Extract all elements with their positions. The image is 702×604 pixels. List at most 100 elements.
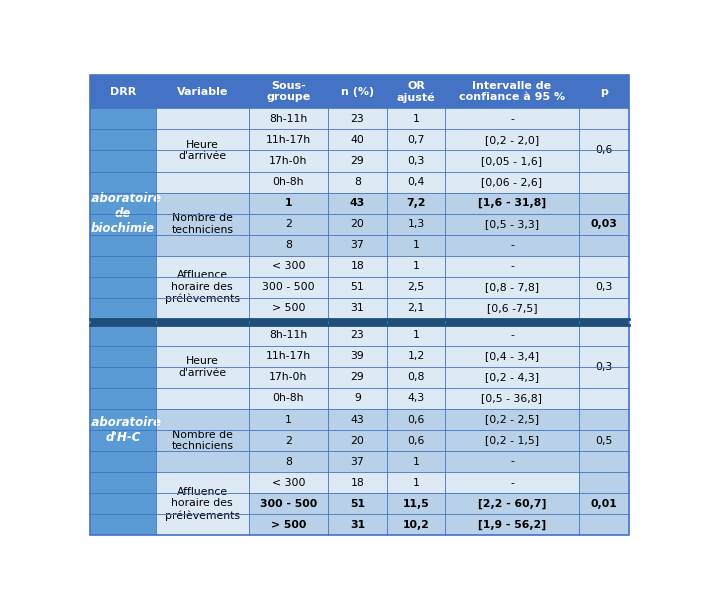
Bar xyxy=(387,150,445,172)
Bar xyxy=(249,346,328,367)
Bar xyxy=(328,409,387,430)
Bar xyxy=(249,255,328,277)
Text: 7,2: 7,2 xyxy=(406,198,425,208)
Bar xyxy=(445,150,578,172)
Bar xyxy=(328,346,387,367)
Bar xyxy=(249,214,328,235)
Bar xyxy=(328,235,387,255)
Bar xyxy=(328,75,387,108)
Text: 20: 20 xyxy=(350,435,364,446)
Text: 23: 23 xyxy=(350,114,364,124)
Bar xyxy=(328,214,387,235)
Text: -: - xyxy=(510,457,514,466)
Bar xyxy=(445,472,578,493)
Bar xyxy=(445,193,578,214)
Bar xyxy=(387,409,445,430)
Text: 39: 39 xyxy=(350,352,364,361)
Bar xyxy=(445,367,578,388)
Bar xyxy=(387,235,445,255)
Text: 0,03: 0,03 xyxy=(590,219,617,229)
Bar xyxy=(249,277,328,298)
Bar xyxy=(328,493,387,514)
Bar xyxy=(387,367,445,388)
Bar xyxy=(387,430,445,451)
Bar xyxy=(328,514,387,535)
Text: 31: 31 xyxy=(350,303,364,313)
Text: 23: 23 xyxy=(350,330,364,340)
Bar xyxy=(387,129,445,150)
Text: 1: 1 xyxy=(413,261,419,271)
Text: 51: 51 xyxy=(350,499,365,509)
Text: 0,3: 0,3 xyxy=(595,362,613,372)
Text: 1: 1 xyxy=(413,478,419,487)
Bar xyxy=(249,75,328,108)
Bar xyxy=(249,150,328,172)
Bar xyxy=(156,472,249,535)
Text: Heure
d'arrivée: Heure d'arrivée xyxy=(178,356,226,378)
Bar xyxy=(156,255,249,319)
Bar xyxy=(328,172,387,193)
Text: 8h-11h: 8h-11h xyxy=(270,114,307,124)
Text: p: p xyxy=(600,86,608,97)
Bar xyxy=(156,75,249,108)
Text: 17h-0h: 17h-0h xyxy=(270,373,307,382)
Bar xyxy=(445,255,578,277)
Bar xyxy=(445,409,578,430)
Bar xyxy=(328,367,387,388)
Bar xyxy=(249,367,328,388)
Text: [0,2 - 1,5]: [0,2 - 1,5] xyxy=(485,435,539,446)
Text: [1,6 - 31,8]: [1,6 - 31,8] xyxy=(478,198,546,208)
Bar xyxy=(387,108,445,129)
Bar xyxy=(578,193,629,255)
Text: 0,5: 0,5 xyxy=(595,435,613,446)
Text: [2,2 - 60,7]: [2,2 - 60,7] xyxy=(478,498,546,509)
Text: -: - xyxy=(510,261,514,271)
Bar xyxy=(249,108,328,129)
Text: 1: 1 xyxy=(413,457,419,466)
Text: 37: 37 xyxy=(350,240,364,250)
Bar xyxy=(445,388,578,409)
Bar xyxy=(445,451,578,472)
Text: 2,1: 2,1 xyxy=(407,303,425,313)
Text: 18: 18 xyxy=(350,261,364,271)
Bar xyxy=(156,325,249,409)
Text: < 300: < 300 xyxy=(272,261,305,271)
Bar xyxy=(387,388,445,409)
Bar xyxy=(328,277,387,298)
Bar xyxy=(387,214,445,235)
Text: 0,6: 0,6 xyxy=(595,146,613,155)
Text: [0,4 - 3,4]: [0,4 - 3,4] xyxy=(485,352,539,361)
Bar xyxy=(328,255,387,277)
Text: -: - xyxy=(510,478,514,487)
Bar xyxy=(249,193,328,214)
Text: 8: 8 xyxy=(354,177,361,187)
Text: 1: 1 xyxy=(284,198,292,208)
Bar xyxy=(249,325,328,346)
Text: 0,3: 0,3 xyxy=(595,282,613,292)
Text: 4,3: 4,3 xyxy=(407,393,425,403)
Text: Variable: Variable xyxy=(176,86,228,97)
Text: 8: 8 xyxy=(285,240,292,250)
Text: Laboratoire
de
biochimie: Laboratoire de biochimie xyxy=(85,192,161,235)
Text: -: - xyxy=(510,330,514,340)
Text: [0,5 - 36,8]: [0,5 - 36,8] xyxy=(482,393,543,403)
Text: 0,6: 0,6 xyxy=(407,435,425,446)
Text: 2: 2 xyxy=(285,435,292,446)
Bar xyxy=(445,277,578,298)
Bar xyxy=(249,430,328,451)
Text: 51: 51 xyxy=(350,282,364,292)
Bar xyxy=(445,346,578,367)
Text: [1,9 - 56,2]: [1,9 - 56,2] xyxy=(478,519,546,530)
Text: [0,6 -7,5]: [0,6 -7,5] xyxy=(486,303,537,313)
Text: 10,2: 10,2 xyxy=(402,519,430,530)
Bar xyxy=(445,75,578,108)
Text: Affluence
horaire des
prélèvements: Affluence horaire des prélèvements xyxy=(165,487,239,521)
Text: Nombre de
techniciens: Nombre de techniciens xyxy=(171,430,233,451)
Text: [0,06 - 2,6]: [0,06 - 2,6] xyxy=(482,177,543,187)
Bar xyxy=(578,108,629,193)
Text: OR
ajusté: OR ajusté xyxy=(397,80,435,103)
Bar xyxy=(328,430,387,451)
Bar xyxy=(91,75,156,108)
Text: 43: 43 xyxy=(350,414,364,425)
Bar xyxy=(328,193,387,214)
